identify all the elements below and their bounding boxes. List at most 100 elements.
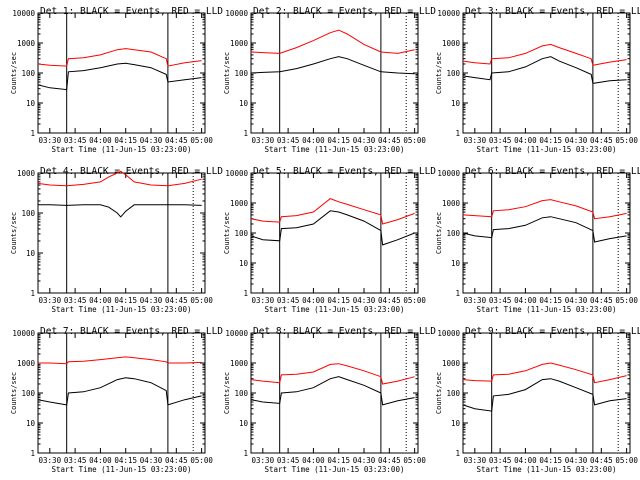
y-tick-label: 10 <box>239 99 249 108</box>
y-tick-label: 1 <box>30 129 35 138</box>
x-tick-label: 05:00 <box>190 136 213 145</box>
y-tick-label: 10000 <box>437 329 460 338</box>
x-tick-label: 04:00 <box>514 456 537 465</box>
x-tick-label: 03:30 <box>39 456 62 465</box>
y-axis-label: Counts/sec <box>10 372 18 414</box>
x-tick-label: 03:30 <box>252 456 275 465</box>
x-axis-label: Start Time (11-Jun-15 03:23:00) <box>477 145 617 154</box>
x-tick-label: 03:45 <box>277 136 300 145</box>
series-line <box>250 29 415 54</box>
plot-frame <box>37 172 206 294</box>
x-tick-label: 04:45 <box>590 456 613 465</box>
x-tick-label: 04:15 <box>327 456 350 465</box>
y-tick-label: 100 <box>21 389 35 398</box>
y-tick-label: 100 <box>234 69 248 78</box>
x-tick-label: 05:00 <box>190 296 213 305</box>
series-line <box>38 204 202 218</box>
x-tick-label: 03:30 <box>464 456 487 465</box>
x-tick-label: 04:45 <box>378 456 401 465</box>
y-tick-label: 10 <box>239 419 249 428</box>
x-axis-label: Start Time (11-Jun-15 03:23:00) <box>477 465 617 474</box>
y-tick-label: 1000 <box>442 39 461 48</box>
x-tick-label: 03:45 <box>489 136 512 145</box>
x-tick-label: 04:30 <box>140 456 163 465</box>
y-axis-label: Counts/sec <box>223 212 231 254</box>
chart-panel: Det 9: BLACK = Events, RED = LLD 1 10 100 10… <box>435 326 640 474</box>
series-line <box>462 43 627 66</box>
chart-title: Det 6: BLACK = Events, RED = LLD <box>465 166 640 177</box>
y-tick-label: 1000 <box>230 359 249 368</box>
x-tick-label: 05:00 <box>403 296 426 305</box>
x-axis-label: Start Time (11-Jun-15 03:23:00) <box>477 305 617 314</box>
x-tick-label: 04:15 <box>539 296 562 305</box>
chart-panel: Det 2: BLACK = Events, RED = LLD 1 10 100 10… <box>223 6 436 154</box>
y-tick-label: 100 <box>446 69 460 78</box>
y-tick-label: 10 <box>26 419 36 428</box>
y-axis-label: Counts/sec <box>10 212 18 254</box>
x-tick-label: 04:15 <box>539 136 562 145</box>
series-line <box>250 363 415 385</box>
plot-frame <box>462 332 631 454</box>
y-tick-label: 10000 <box>437 169 460 178</box>
y-tick-label: 1 <box>30 289 35 298</box>
x-tick-label: 04:00 <box>302 136 325 145</box>
x-tick-label: 04:15 <box>114 456 137 465</box>
chart-title: Det 9: BLACK = Events, RED = LLD <box>465 326 640 337</box>
chart-title: Det 4: BLACK = Events, RED = LLD <box>40 166 223 177</box>
x-tick-label: 04:30 <box>140 296 163 305</box>
series-line <box>462 56 627 84</box>
series-line <box>462 362 627 384</box>
y-tick-label: 1000 <box>230 199 249 208</box>
y-tick-label: 10000 <box>225 9 248 18</box>
y-axis-label: Counts/sec <box>435 52 443 94</box>
chart-panel: Det 3: BLACK = Events, RED = LLD 1 10 100 10… <box>435 6 640 154</box>
y-tick-label: 1 <box>243 449 248 458</box>
x-tick-label: 04:45 <box>378 136 401 145</box>
x-tick-label: 04:45 <box>165 296 188 305</box>
y-tick-label: 10 <box>239 259 249 268</box>
x-axis-label: Start Time (11-Jun-15 03:23:00) <box>265 305 405 314</box>
x-tick-label: 04:00 <box>89 136 112 145</box>
x-tick-label: 04:00 <box>302 456 325 465</box>
x-tick-label: 04:30 <box>565 296 588 305</box>
y-tick-label: 1000 <box>17 359 36 368</box>
y-tick-label: 1000 <box>442 199 461 208</box>
x-tick-label: 04:30 <box>353 136 376 145</box>
series-line <box>462 216 627 243</box>
y-tick-label: 1 <box>455 129 460 138</box>
chart-panel: Det 5: BLACK = Events, RED = LLD 1 10 100 10… <box>223 166 436 314</box>
y-axis-label: Counts/sec <box>435 212 443 254</box>
series-line <box>250 198 415 225</box>
x-tick-label: 04:45 <box>590 136 613 145</box>
x-tick-label: 05:00 <box>403 136 426 145</box>
x-tick-label: 05:00 <box>615 456 638 465</box>
x-tick-label: 04:15 <box>539 456 562 465</box>
y-tick-label: 10000 <box>437 9 460 18</box>
y-axis-label: Counts/sec <box>223 372 231 414</box>
chart-title: Det 7: BLACK = Events, RED = LLD <box>40 326 223 337</box>
series-line <box>250 56 415 75</box>
x-tick-label: 04:00 <box>89 296 112 305</box>
y-tick-label: 10000 <box>12 329 35 338</box>
y-tick-label: 1 <box>243 129 248 138</box>
y-tick-label: 10 <box>26 99 36 108</box>
y-tick-label: 1 <box>30 449 35 458</box>
y-tick-label: 1000 <box>442 359 461 368</box>
series-line <box>37 48 202 67</box>
x-tick-label: 04:30 <box>565 456 588 465</box>
x-tick-label: 03:30 <box>39 296 62 305</box>
plot-frame <box>462 172 631 294</box>
x-tick-label: 03:45 <box>489 456 512 465</box>
y-tick-label: 100 <box>234 389 248 398</box>
x-tick-label: 03:30 <box>39 136 62 145</box>
x-tick-label: 04:00 <box>514 136 537 145</box>
series-line <box>38 356 202 365</box>
x-tick-label: 04:00 <box>514 296 537 305</box>
plot-frame <box>250 332 419 454</box>
x-tick-label: 03:45 <box>64 456 87 465</box>
x-tick-label: 03:30 <box>252 136 275 145</box>
x-axis-label: Start Time (11-Jun-15 03:23:00) <box>52 145 192 154</box>
x-axis-label: Start Time (11-Jun-15 03:23:00) <box>52 465 192 474</box>
x-tick-label: 03:45 <box>64 296 87 305</box>
